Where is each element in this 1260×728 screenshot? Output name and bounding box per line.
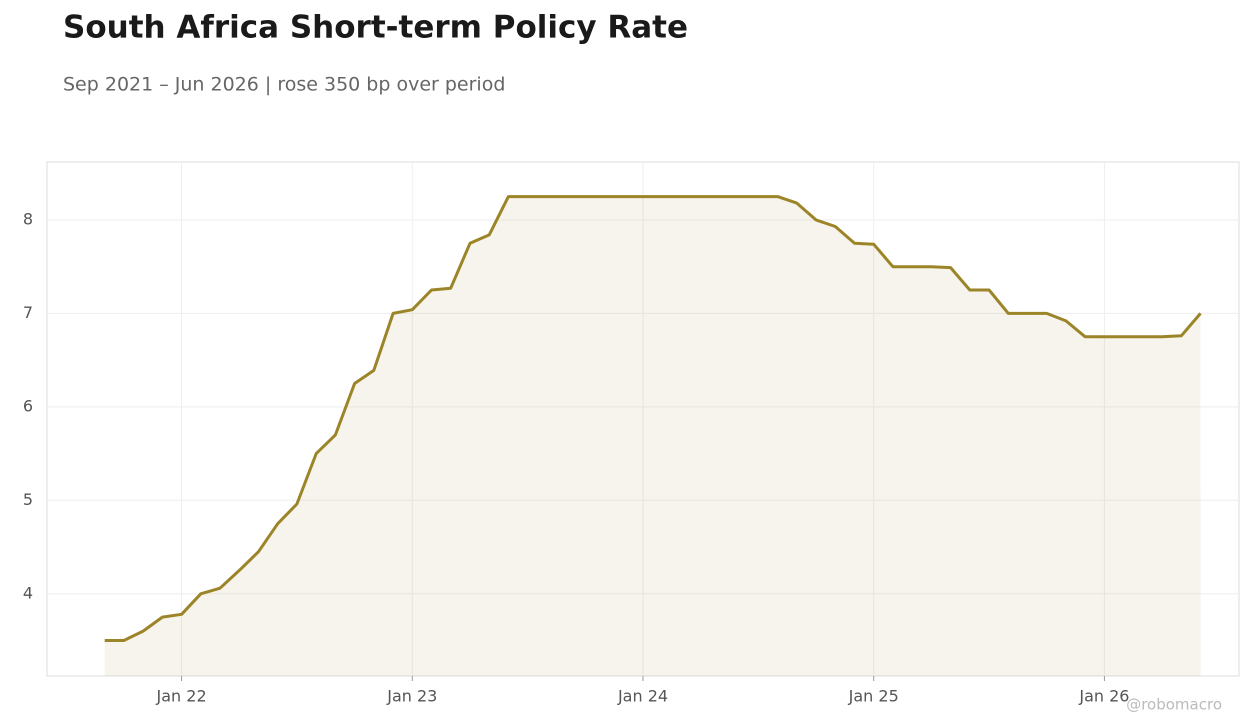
line (104, 195, 1202, 642)
chart-subtitle: Sep 2021 – Jun 2026 | rose 350 bp over p… (63, 74, 505, 96)
y-tick-label: 5 (23, 490, 33, 509)
y-tick-label: 4 (23, 583, 33, 602)
chart-title: South Africa Short-term Policy Rate (63, 10, 688, 46)
x-tick-label: Jan 24 (617, 687, 668, 706)
y-tick-label: 6 (23, 396, 33, 415)
y-tick-label: 7 (23, 303, 33, 322)
watermark: @robomacro (1126, 696, 1222, 714)
area (104, 196, 1201, 676)
x-tick-label: Jan 23 (386, 687, 437, 706)
x-tick-label: Jan 25 (848, 687, 899, 706)
x-tick-label: Jan 22 (156, 687, 207, 706)
x-tick-label: Jan 26 (1078, 687, 1129, 706)
y-tick-label: 8 (23, 209, 33, 228)
